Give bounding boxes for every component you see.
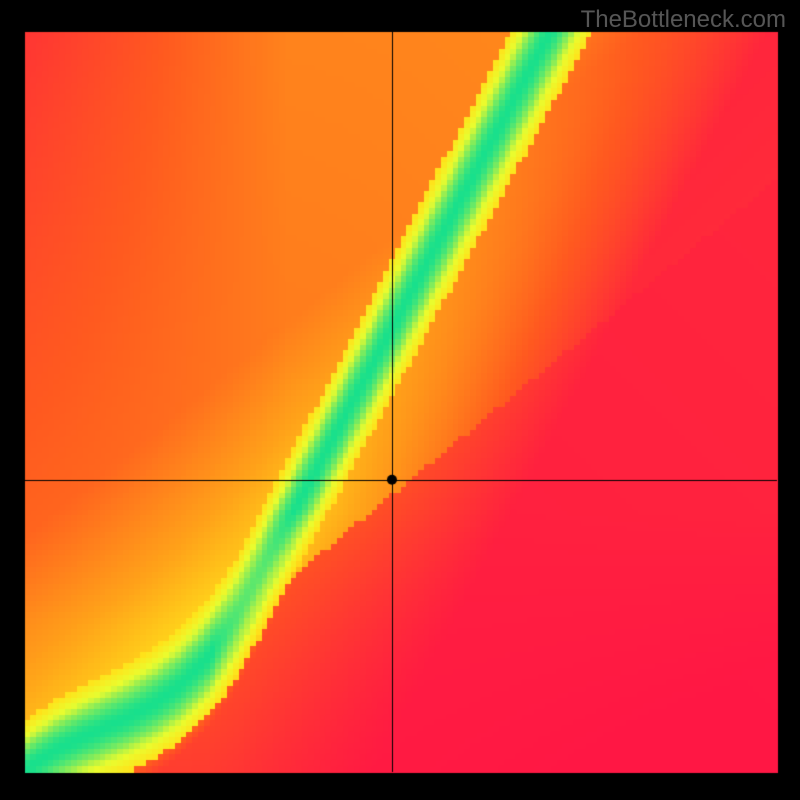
bottleneck-heatmap (0, 0, 800, 800)
watermark-label: TheBottleneck.com (581, 6, 786, 34)
chart-container: TheBottleneck.com (0, 0, 800, 800)
